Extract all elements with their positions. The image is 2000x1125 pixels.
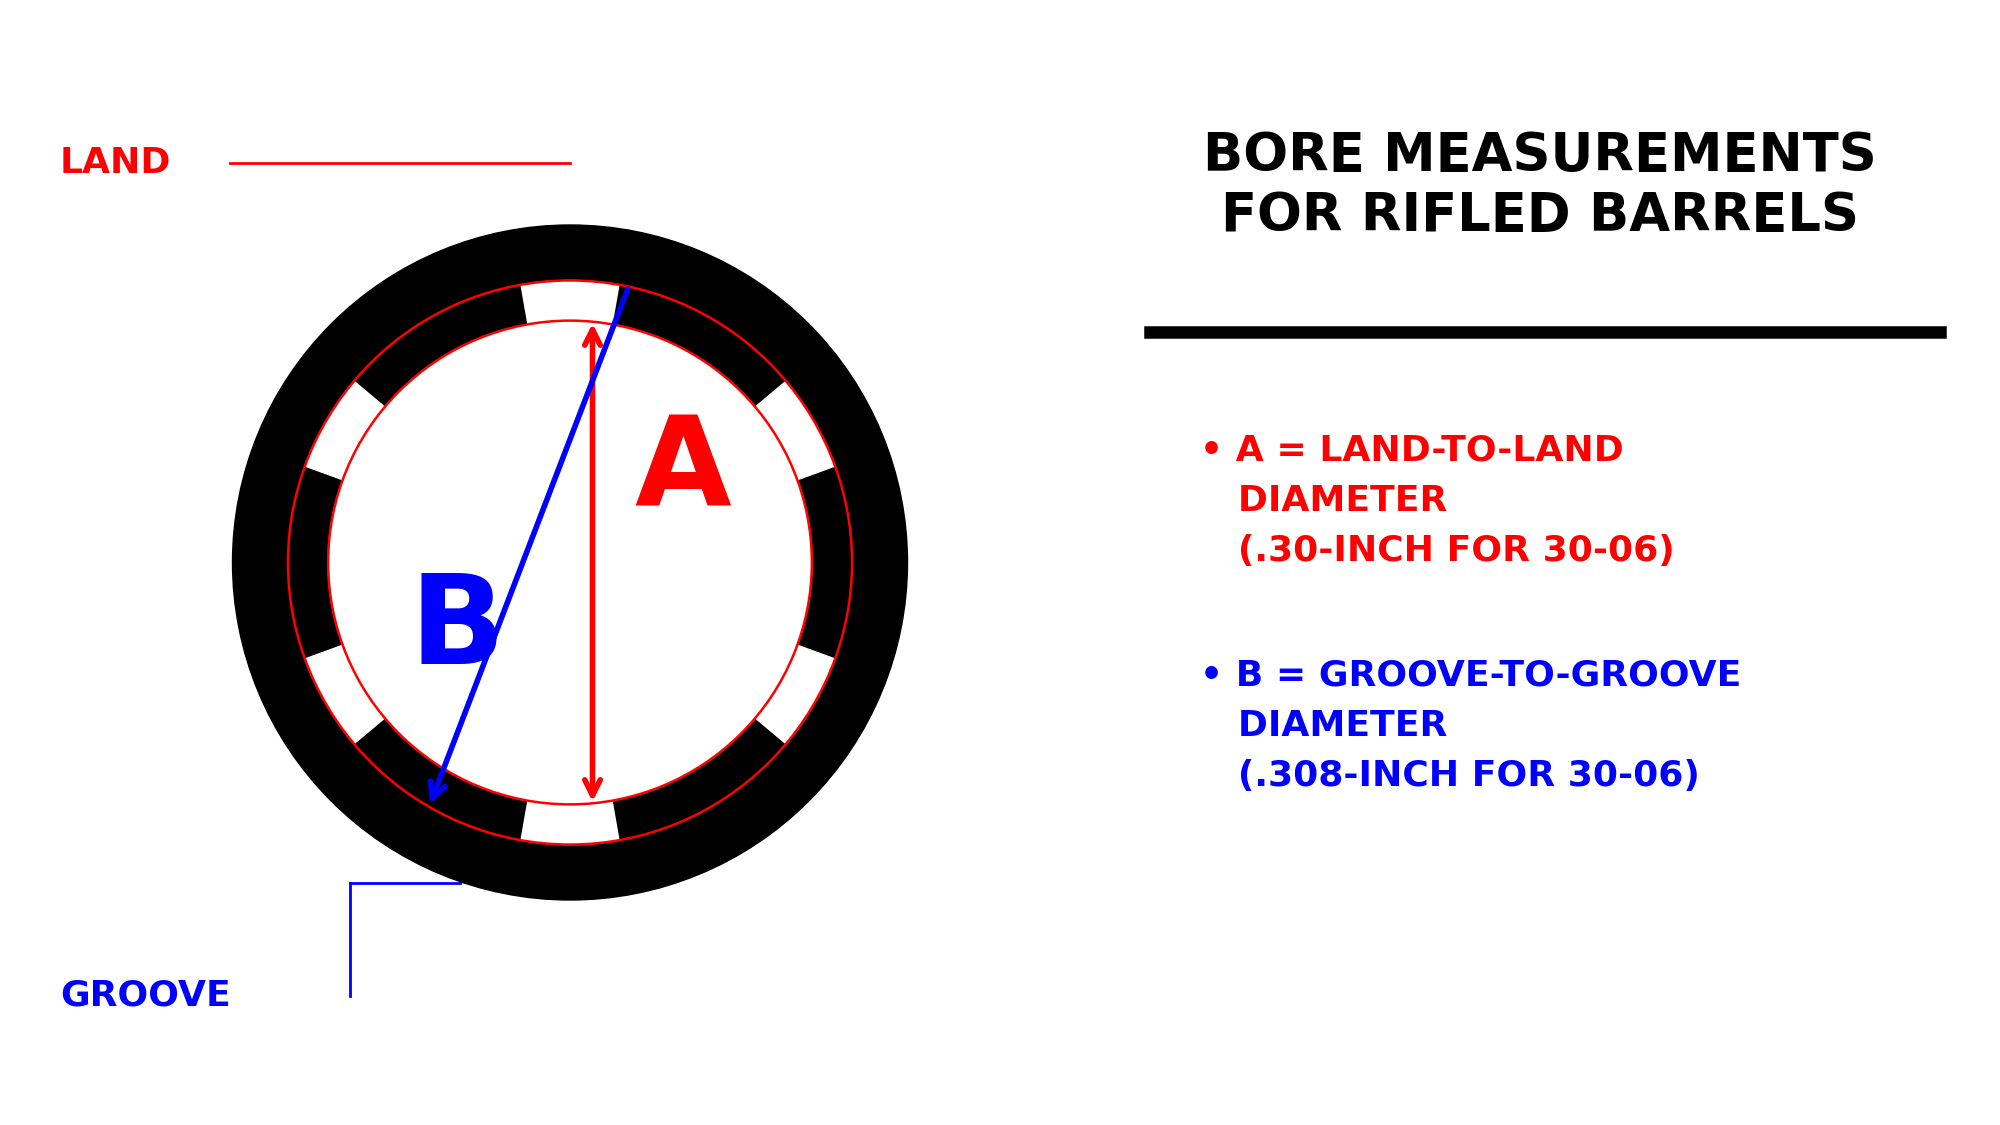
Circle shape — [232, 225, 908, 900]
Wedge shape — [522, 280, 618, 324]
Circle shape — [328, 321, 812, 804]
Wedge shape — [304, 381, 384, 479]
Wedge shape — [522, 801, 618, 845]
Text: GROOVE: GROOVE — [60, 979, 230, 1012]
Text: A: A — [634, 412, 730, 533]
Text: • A = LAND-TO-LAND
   DIAMETER
   (.30-INCH FOR 30-06): • A = LAND-TO-LAND DIAMETER (.30-INCH FO… — [1200, 433, 1674, 568]
Wedge shape — [756, 646, 836, 744]
Text: B: B — [410, 569, 506, 691]
Wedge shape — [756, 381, 836, 479]
Text: LAND: LAND — [60, 146, 172, 180]
Text: • B = GROOVE-TO-GROOVE
   DIAMETER
   (.308-INCH FOR 30-06): • B = GROOVE-TO-GROOVE DIAMETER (.308-IN… — [1200, 658, 1742, 793]
Wedge shape — [304, 646, 384, 744]
Text: BORE MEASUREMENTS
FOR RIFLED BARRELS: BORE MEASUREMENTS FOR RIFLED BARRELS — [1204, 129, 1876, 242]
